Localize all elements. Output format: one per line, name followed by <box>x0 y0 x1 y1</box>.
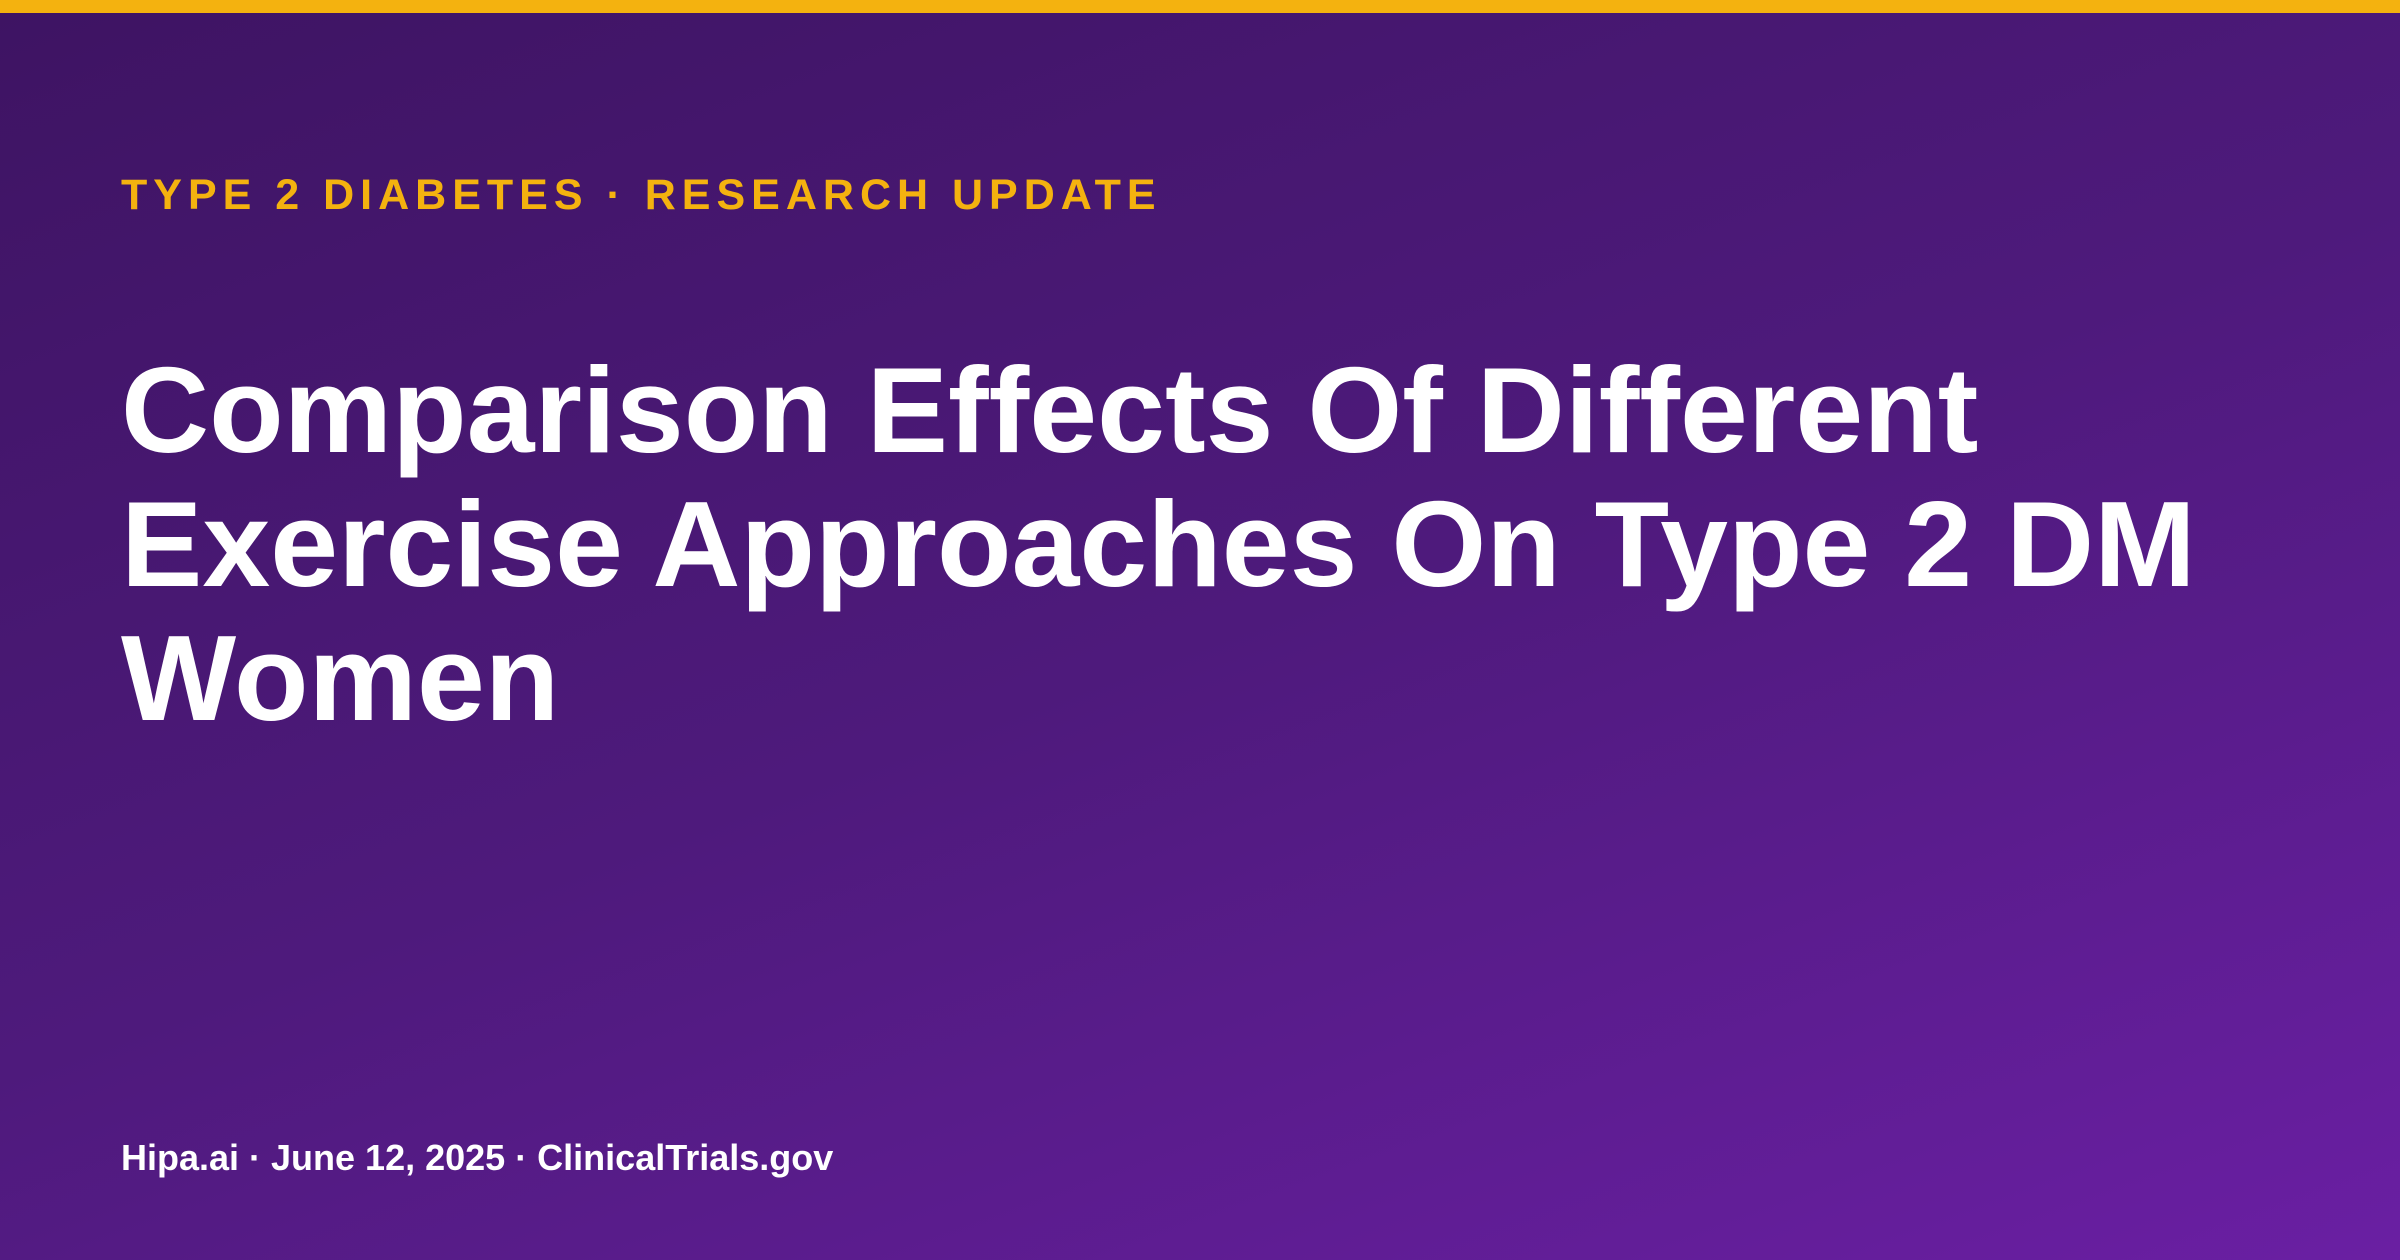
footer: Hipa.ai · June 12, 2025 · ClinicalTrials… <box>121 1137 834 1178</box>
title: Comparison Effects Of Different Exercise… <box>121 342 2196 746</box>
kicker: TYPE 2 DIABETES · RESEARCH UPDATE <box>121 171 1162 219</box>
